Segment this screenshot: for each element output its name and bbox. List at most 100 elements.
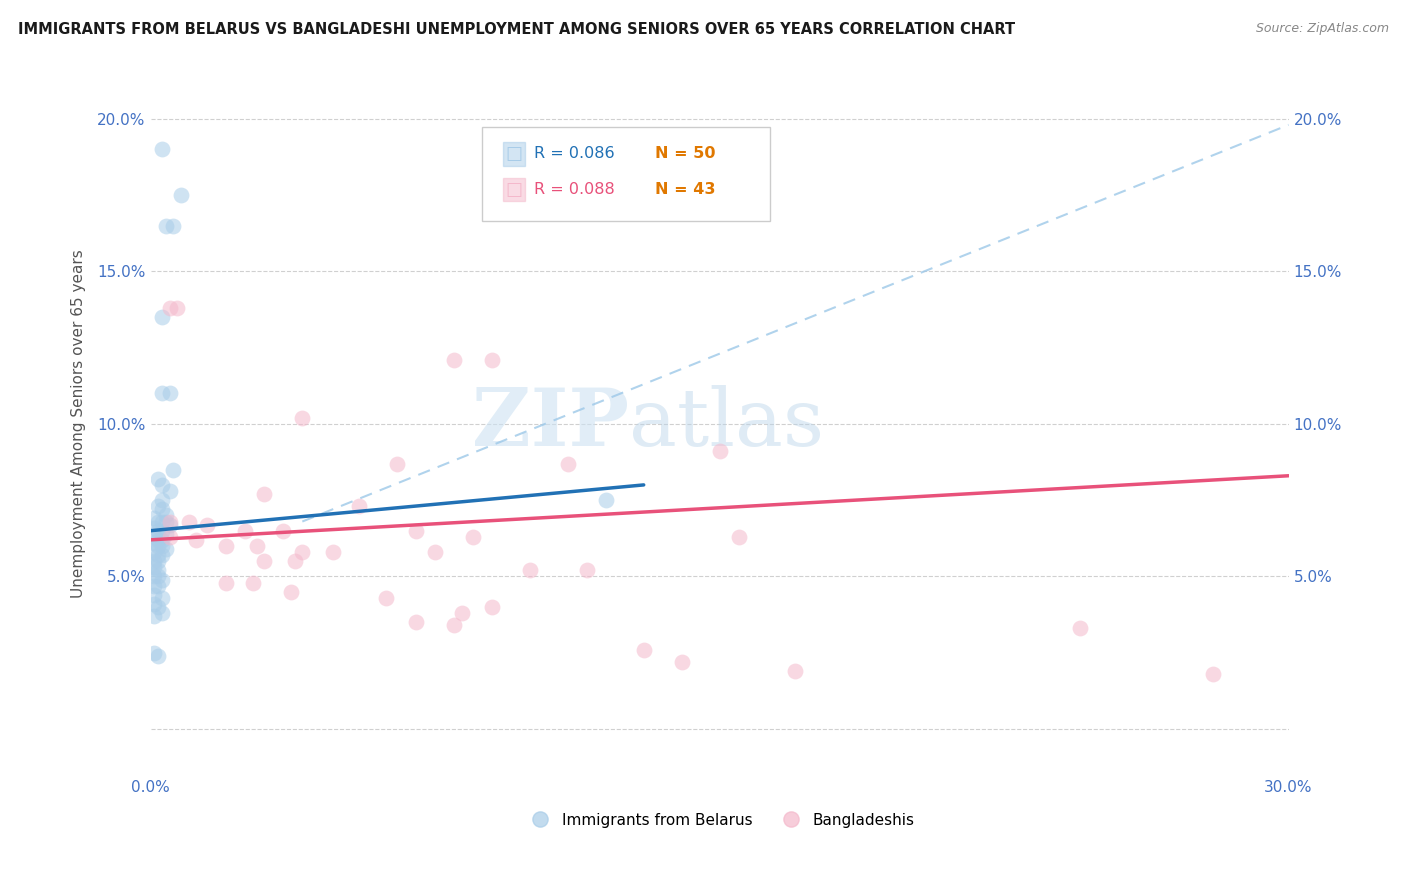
Point [519, 563, 541, 577]
Point [143, 554, 166, 568]
Text: IMMIGRANTS FROM BELARUS VS BANGLADESHI UNEMPLOYMENT AMONG SENIORS OVER 65 YEARS : IMMIGRANTS FROM BELARUS VS BANGLADESHI U… [18, 22, 1015, 37]
Point [291, 410, 314, 425]
Point [146, 539, 169, 553]
Point [253, 487, 276, 501]
Point [150, 515, 173, 529]
Point [146, 599, 169, 614]
Point [150, 142, 173, 156]
Point [162, 463, 184, 477]
Point [166, 301, 188, 315]
Point [143, 579, 166, 593]
Point [143, 588, 166, 602]
Point [150, 310, 173, 324]
Point [273, 524, 295, 538]
Point [1069, 621, 1091, 635]
Point [150, 386, 173, 401]
Point [146, 569, 169, 583]
Point [481, 352, 503, 367]
Point [150, 591, 173, 605]
Point [242, 575, 264, 590]
Point [405, 615, 427, 630]
Point [557, 457, 579, 471]
Point [155, 526, 177, 541]
Point [159, 483, 181, 498]
Point [150, 548, 173, 562]
Point [280, 584, 302, 599]
Point [150, 478, 173, 492]
Point [155, 515, 177, 529]
Point [235, 524, 257, 538]
Legend: Immigrants from Belarus, Bangladeshis: Immigrants from Belarus, Bangladeshis [519, 806, 920, 834]
Point [150, 502, 173, 516]
Text: atlas: atlas [628, 384, 824, 463]
Point [146, 548, 169, 562]
Point [170, 188, 193, 202]
Point [146, 579, 169, 593]
Point [443, 352, 465, 367]
Text: □: □ [506, 181, 523, 199]
Point [146, 524, 169, 538]
Text: ZIP: ZIP [471, 384, 628, 463]
Point [143, 569, 166, 583]
Point [143, 530, 166, 544]
Point [450, 606, 472, 620]
Point [385, 457, 408, 471]
Point [481, 599, 503, 614]
Point [155, 541, 177, 556]
Point [246, 539, 269, 553]
Point [143, 511, 166, 525]
Point [155, 508, 177, 523]
Point [423, 545, 446, 559]
Point [374, 591, 396, 605]
Text: □: □ [506, 145, 523, 163]
Point [443, 618, 465, 632]
Point [150, 533, 173, 547]
Point [162, 219, 184, 233]
Point [146, 472, 169, 486]
Point [347, 500, 370, 514]
Point [146, 563, 169, 577]
Point [143, 609, 166, 624]
Text: Source: ZipAtlas.com: Source: ZipAtlas.com [1256, 22, 1389, 36]
Point [143, 646, 166, 660]
Point [146, 500, 169, 514]
Point [284, 554, 307, 568]
Point [461, 530, 484, 544]
Point [575, 563, 598, 577]
Point [291, 545, 314, 559]
Point [197, 517, 219, 532]
Point [143, 521, 166, 535]
Point [215, 575, 238, 590]
Point [405, 524, 427, 538]
Point [150, 606, 173, 620]
Point [727, 530, 749, 544]
Text: N = 43: N = 43 [655, 182, 716, 197]
Point [1202, 667, 1225, 681]
Text: N = 50: N = 50 [655, 146, 716, 161]
Point [159, 530, 181, 544]
Point [785, 664, 807, 678]
Point [159, 301, 181, 315]
Point [150, 573, 173, 587]
Point [633, 642, 655, 657]
Point [177, 515, 200, 529]
Point [146, 515, 169, 529]
Point [184, 533, 207, 547]
Point [143, 545, 166, 559]
Point [143, 560, 166, 574]
Point [159, 517, 181, 532]
Point [143, 597, 166, 611]
Point [146, 554, 169, 568]
Point [671, 655, 693, 669]
Point [155, 219, 177, 233]
Point [159, 386, 181, 401]
Point [150, 493, 173, 508]
Point [159, 515, 181, 529]
Point [150, 524, 173, 538]
Point [709, 444, 731, 458]
Text: R = 0.088: R = 0.088 [534, 182, 614, 197]
Point [215, 539, 238, 553]
Point [253, 554, 276, 568]
Point [146, 648, 169, 663]
Y-axis label: Unemployment Among Seniors over 65 years: Unemployment Among Seniors over 65 years [72, 250, 86, 599]
